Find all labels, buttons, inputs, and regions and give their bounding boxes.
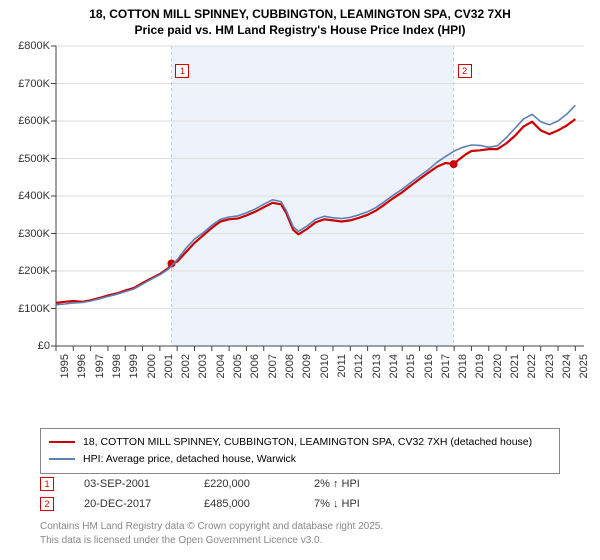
transaction-date-1: 03-SEP-2001 [84, 478, 174, 490]
chart-title: 18, COTTON MILL SPINNEY, CUBBINGTON, LEA… [0, 0, 600, 40]
x-axis-label: 1996 [76, 354, 88, 378]
x-axis-label: 2025 [578, 354, 590, 378]
legend-row-1: 18, COTTON MILL SPINNEY, CUBBINGTON, LEA… [49, 434, 551, 451]
legend-row-2: HPI: Average price, detached house, Warw… [49, 451, 551, 468]
x-axis-label: 2018 [457, 354, 469, 378]
y-axis-label: £800K [10, 40, 50, 52]
attribution-text: Contains HM Land Registry data © Crown c… [40, 520, 383, 547]
x-axis-label: 2013 [371, 354, 383, 378]
transaction-delta-1: 2% ↑ HPI [314, 478, 360, 490]
y-axis-label: £600K [10, 115, 50, 127]
x-axis-label: 1997 [94, 354, 106, 378]
x-axis-label: 2012 [353, 354, 365, 378]
attribution-line-1: Contains HM Land Registry data © Crown c… [40, 520, 383, 534]
x-axis-label: 2023 [544, 354, 556, 378]
x-axis-label: 2007 [267, 354, 279, 378]
x-axis-label: 1999 [128, 354, 140, 378]
y-axis-label: £0 [10, 340, 50, 352]
y-axis-label: £300K [10, 228, 50, 240]
transaction-price-2: £485,000 [204, 498, 284, 510]
transaction-price-1: £220,000 [204, 478, 284, 490]
x-axis-label: 2017 [440, 354, 452, 378]
transaction-marker-1: 1 [40, 477, 54, 491]
transaction-marker-2: 2 [40, 497, 54, 511]
y-axis-label: £500K [10, 153, 50, 165]
y-axis-label: £700K [10, 78, 50, 90]
chart-svg [10, 40, 590, 380]
x-axis-label: 2006 [249, 354, 261, 378]
x-axis-label: 2010 [319, 354, 331, 378]
x-axis-label: 2016 [423, 354, 435, 378]
x-axis-label: 2022 [526, 354, 538, 378]
x-axis-label: 1998 [111, 354, 123, 378]
chart-marker-2: 2 [458, 64, 472, 78]
y-axis-label: £400K [10, 190, 50, 202]
x-axis-label: 2003 [197, 354, 209, 378]
transaction-row-1: 1 03-SEP-2001 £220,000 2% ↑ HPI [40, 474, 560, 494]
transaction-row-2: 2 20-DEC-2017 £485,000 7% ↓ HPI [40, 494, 560, 514]
legend-swatch-2 [49, 458, 75, 460]
chart-marker-1: 1 [175, 64, 189, 78]
x-axis-label: 2019 [474, 354, 486, 378]
x-axis-label: 2015 [405, 354, 417, 378]
x-axis-label: 2004 [215, 354, 227, 378]
chart-container: 18, COTTON MILL SPINNEY, CUBBINGTON, LEA… [0, 0, 600, 560]
x-axis-label: 2000 [146, 354, 158, 378]
chart-plot-area: £0 £100K £200K £300K £400K £500K £600K £700K £80… [10, 40, 590, 380]
x-axis-label: 2020 [492, 354, 504, 378]
title-line-2: Price paid vs. HM Land Registry's House … [10, 22, 590, 38]
x-axis-label: 2001 [163, 354, 175, 378]
transaction-table: 1 03-SEP-2001 £220,000 2% ↑ HPI 2 20-DEC… [40, 474, 560, 514]
title-line-1: 18, COTTON MILL SPINNEY, CUBBINGTON, LEA… [10, 6, 590, 22]
x-axis-label: 2002 [180, 354, 192, 378]
legend-label-1: 18, COTTON MILL SPINNEY, CUBBINGTON, LEA… [83, 434, 532, 451]
x-axis-label: 2021 [509, 354, 521, 378]
y-axis-label: £100K [10, 303, 50, 315]
y-axis-label: £200K [10, 265, 50, 277]
transaction-delta-2: 7% ↓ HPI [314, 498, 360, 510]
x-axis-label: 2011 [336, 354, 348, 378]
x-axis-label: 1995 [59, 354, 71, 378]
attribution-line-2: This data is licensed under the Open Gov… [40, 534, 383, 548]
x-axis-label: 2009 [301, 354, 313, 378]
x-axis-label: 2014 [388, 354, 400, 378]
legend-label-2: HPI: Average price, detached house, Warw… [83, 451, 296, 468]
legend-swatch-1 [49, 441, 75, 443]
legend-box: 18, COTTON MILL SPINNEY, CUBBINGTON, LEA… [40, 428, 560, 474]
transaction-date-2: 20-DEC-2017 [84, 498, 174, 510]
x-axis-label: 2008 [284, 354, 296, 378]
x-axis-label: 2024 [561, 354, 573, 378]
x-axis-label: 2005 [232, 354, 244, 378]
